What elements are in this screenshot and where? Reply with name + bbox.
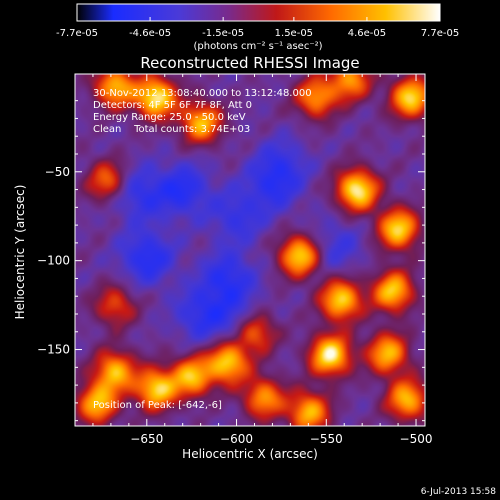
x-tick-label: −500 [400, 432, 433, 446]
y-tick-label: −150 [37, 343, 70, 357]
colorbar-ticks: -7.7e-05 -4.6e-05 -1.5e-05 1.5e-05 4.6e-05 7.… [56, 17, 459, 39]
x-tick-label: −600 [220, 432, 253, 446]
colorbar-tick-label: -4.6e-05 [129, 28, 171, 39]
y-tick-label: −100 [37, 254, 70, 268]
annotation-energy-range: Energy Range: 25.0 - 50.0 keV [93, 112, 246, 123]
x-axis-label: Heliocentric X (arcsec) [182, 447, 318, 461]
annotation-method-counts: Clean Total counts: 3.74E+03 [93, 124, 250, 135]
colorbar-tick-label: 1.5e-05 [275, 28, 313, 39]
colorbar-units: (photons cm⁻² s⁻¹ asec⁻²) [193, 41, 322, 52]
annotation-detectors: Detectors: 4F 5F 6F 7F 8F, Att 0 [93, 100, 252, 111]
chart-title: Reconstructed RHESSI Image [140, 54, 359, 72]
annotation-time-range: 30-Nov-2012 13:08:40.000 to 13:12:48.000 [93, 88, 312, 99]
colorbar-tick-label: 7.7e-05 [421, 28, 459, 39]
x-tick-label: −650 [130, 432, 163, 446]
y-axis-ticks: −50 −100 −150 [37, 100, 425, 422]
colorbar-tick-label: -7.7e-05 [56, 28, 98, 39]
plot-frame [74, 73, 426, 427]
annotation-peak-position: Position of Peak: [-642,-6] [93, 400, 222, 411]
footer-date: 6-Jul-2013 15:58 [421, 487, 497, 497]
colorbar [76, 3, 441, 22]
y-tick-label: −50 [45, 165, 70, 179]
colorbar-tick-label: -1.5e-05 [202, 28, 244, 39]
x-axis-ticks: −650 −600 −550 −500 [92, 74, 433, 446]
colorbar-tick-label: 4.6e-05 [348, 28, 386, 39]
x-tick-label: −550 [310, 432, 343, 446]
y-axis-label: Heliocentric Y (arcsec) [13, 185, 27, 320]
